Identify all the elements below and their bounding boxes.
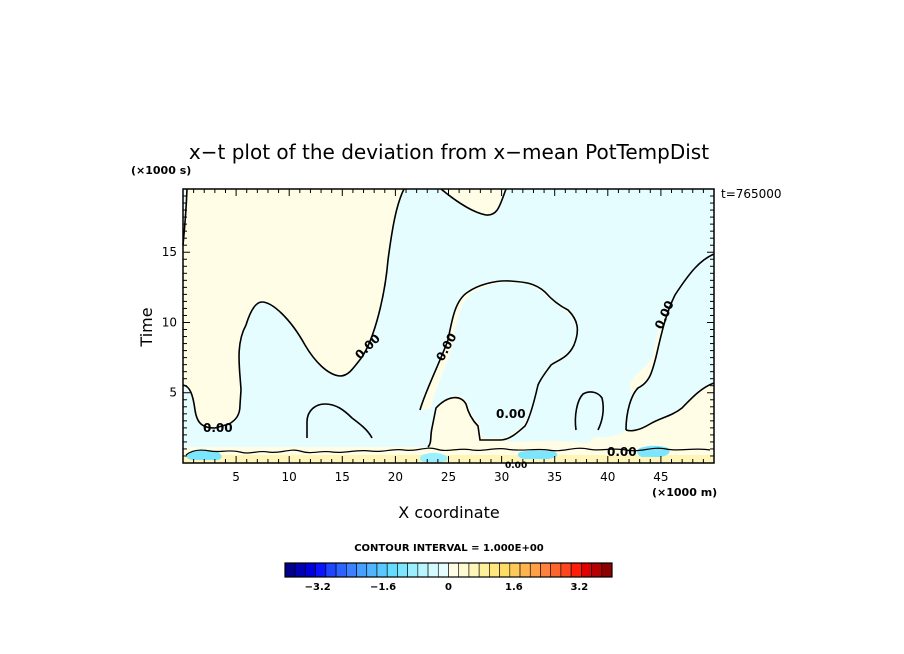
colorbar-swatch — [550, 562, 562, 578]
contour-line-right — [625, 253, 715, 431]
colorbar-swatch — [601, 562, 613, 578]
x-tick-label: 10 — [282, 470, 297, 484]
colorbar-swatch — [468, 562, 480, 578]
colorbar-swatch — [417, 562, 429, 578]
contour-label-6: 0.00 — [607, 445, 637, 459]
y-tick-label: 10 — [162, 315, 177, 329]
colorbar-swatch — [366, 562, 378, 578]
plot-area: 0.00 0.00 0.00 0.00 0.00 0.00 0.00 5 10 15… — [162, 188, 715, 484]
time-stamp: t=765000 — [721, 187, 782, 201]
colorbar-swatch — [397, 562, 408, 578]
colorbar-tick-label: 3.2 — [570, 582, 588, 593]
x-tick-label: 40 — [600, 470, 615, 484]
x-tick-label: 5 — [232, 470, 240, 484]
colorbar-swatch — [448, 562, 460, 578]
x-tick-label: 15 — [335, 470, 350, 484]
colorbar-tick-label: −1.6 — [370, 582, 396, 593]
colorbar-swatch — [540, 562, 551, 578]
colorbar — [284, 562, 613, 578]
contour-label-7: 0.00 — [505, 461, 527, 471]
colorbar-swatch — [509, 562, 521, 578]
colorbar-swatch — [315, 562, 327, 578]
colorbar-swatch — [386, 562, 398, 578]
x-tick-label: 30 — [494, 470, 509, 484]
x-tick-label: 45 — [653, 470, 668, 484]
contour-interval-text: CONTOUR INTERVAL = 1.000E+00 — [354, 543, 544, 554]
colorbar-swatch — [437, 562, 449, 578]
colorbar-swatch — [591, 562, 603, 578]
x-unit-label: (×1000 m) — [652, 486, 717, 499]
contour-line-small-blob — [306, 403, 373, 439]
y-axis-title: Time — [137, 307, 156, 347]
y-tick-label: 5 — [169, 386, 177, 400]
contour-line-left — [182, 188, 405, 429]
contour-line-top-dip — [440, 188, 507, 216]
y-unit-label: (×1000 s) — [131, 164, 191, 177]
x-axis-ticks: 5 10 15 20 25 30 35 40 45 — [193, 189, 704, 484]
contour-label-1: 0.00 — [203, 421, 233, 435]
cool-region-left — [183, 189, 714, 447]
colorbar-tick-labels: −3.2 −1.6 0 1.6 3.2 — [305, 582, 589, 593]
colorbar-swatch — [335, 562, 347, 578]
x-tick-label: 20 — [388, 470, 403, 484]
colorbar-swatch — [478, 562, 490, 578]
contour-line-right-lower — [625, 382, 715, 432]
colorbar-swatch — [407, 562, 419, 578]
colorbar-swatch — [427, 562, 439, 578]
cool-patch-bottom-right — [637, 445, 670, 457]
chart-title: x−t plot of the deviation from x−mean Po… — [189, 140, 709, 164]
contour-lines — [182, 188, 715, 456]
contour-label-4: 0.00 — [496, 407, 526, 421]
cool-patch-bottom-left — [186, 449, 222, 460]
colorbar-frame — [284, 562, 613, 578]
contour-line-center — [419, 280, 579, 448]
cool-region-center — [430, 282, 576, 438]
colorbar-tick-label: 0 — [445, 582, 452, 593]
colorbar-swatch — [581, 562, 592, 578]
x-tick-label: 35 — [547, 470, 562, 484]
colorbar-swatch — [519, 562, 531, 578]
y-tick-label: 15 — [162, 245, 177, 259]
colorbar-tick-label: −3.2 — [305, 582, 331, 593]
y-axis-ticks: 5 10 15 — [162, 195, 714, 457]
colorbar-swatch — [376, 562, 388, 578]
colorbar-swatch — [560, 562, 572, 578]
cool-region-right-blob — [575, 391, 604, 433]
colorbar-swatch — [325, 562, 337, 578]
colorbar-swatch — [489, 562, 500, 578]
x-axis-title: X coordinate — [398, 503, 499, 522]
colorbar-swatch — [570, 562, 582, 578]
colorbar-swatch — [284, 562, 296, 578]
colorbar-swatch — [458, 562, 470, 578]
x-tick-label: 25 — [441, 470, 456, 484]
cool-region-small — [307, 404, 372, 438]
colorbar-swatch — [346, 562, 357, 578]
colorbar-swatch — [499, 562, 511, 578]
contour-line-bottom-noise — [185, 447, 711, 456]
colorbar-swatch — [529, 562, 541, 578]
colorbar-swatch — [356, 562, 368, 578]
cool-patch-bottom-mid — [517, 450, 558, 459]
cool-region-top-right — [626, 254, 714, 431]
colorbar-tick-label: 1.6 — [505, 582, 523, 593]
colorbar-swatch — [294, 562, 306, 578]
colorbar-swatch — [305, 562, 316, 578]
contour-line-right-blob — [574, 391, 605, 431]
